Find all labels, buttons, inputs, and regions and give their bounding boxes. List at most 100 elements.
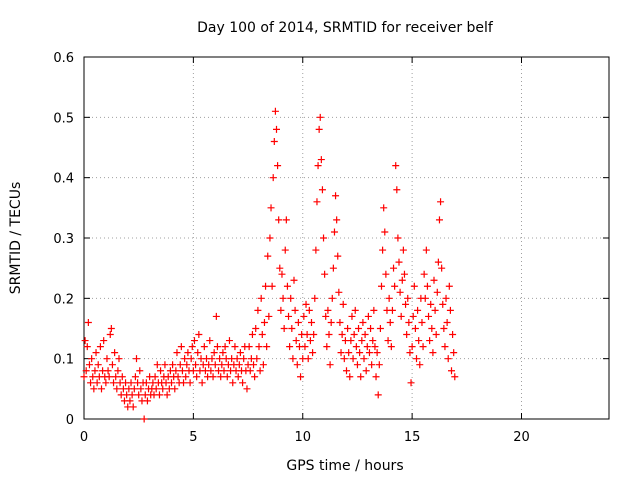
data-point <box>301 343 309 351</box>
data-point <box>152 385 160 393</box>
data-point <box>176 361 184 369</box>
data-point <box>445 282 453 290</box>
y-tick-label: 0 <box>66 413 74 428</box>
data-point <box>236 349 244 357</box>
data-point <box>246 367 254 375</box>
data-point <box>370 306 378 314</box>
data-point <box>335 288 343 296</box>
data-point <box>192 361 200 369</box>
data-point <box>180 379 188 387</box>
data-point <box>386 318 394 326</box>
data-point <box>173 349 181 357</box>
data-point <box>375 361 383 369</box>
data-point <box>112 373 120 381</box>
data-point <box>349 355 357 363</box>
data-point <box>292 337 300 345</box>
data-point <box>420 270 428 278</box>
data-point <box>200 343 208 351</box>
x-tick-label: 5 <box>189 430 197 445</box>
data-point <box>393 186 401 194</box>
data-point <box>302 300 310 308</box>
data-point <box>350 331 358 339</box>
data-point <box>407 379 415 387</box>
data-point <box>177 343 185 351</box>
data-point <box>310 331 318 339</box>
data-point <box>212 312 220 320</box>
data-point <box>369 337 377 345</box>
data-point <box>102 379 110 387</box>
data-point <box>279 294 287 302</box>
data-point <box>360 355 368 363</box>
data-point <box>422 246 430 254</box>
data-point <box>133 355 140 363</box>
data-point <box>140 415 148 423</box>
data-point <box>100 337 108 345</box>
data-point <box>258 331 266 339</box>
data-point <box>198 379 206 387</box>
data-point <box>115 355 123 363</box>
data-point <box>303 331 311 339</box>
data-point <box>108 361 116 369</box>
data-point <box>325 331 333 339</box>
data-point <box>395 258 403 266</box>
y-tick-label: 0.2 <box>53 292 74 307</box>
data-point <box>159 385 167 393</box>
data-point <box>253 355 261 363</box>
data-point <box>449 331 457 339</box>
data-point <box>363 343 371 351</box>
data-point <box>94 361 102 369</box>
data-point <box>89 373 97 381</box>
data-point <box>371 343 379 351</box>
data-point <box>251 373 259 381</box>
data-point <box>252 325 260 332</box>
data-point <box>333 216 341 224</box>
data-point <box>313 198 321 206</box>
data-point <box>344 325 352 332</box>
data-point <box>168 379 175 387</box>
data-point <box>322 312 330 320</box>
data-point <box>278 270 286 278</box>
data-point <box>437 198 445 206</box>
data-point <box>446 306 454 314</box>
data-point <box>255 343 263 351</box>
axes-layer: 0 0.1 0.2 0.3 0.4 0.5 0.6 0 5 10 15 20 <box>53 51 610 445</box>
data-point <box>432 331 440 339</box>
data-point <box>442 294 450 302</box>
data-point <box>406 349 414 357</box>
data-point <box>409 312 417 320</box>
data-point <box>418 318 426 326</box>
data-point <box>311 294 319 302</box>
data-point <box>391 282 399 290</box>
data-point <box>187 355 195 363</box>
data-point <box>195 331 203 339</box>
data-point <box>315 125 323 133</box>
data-point <box>243 385 251 393</box>
data-point <box>444 355 452 363</box>
y-tick-label: 0.4 <box>53 172 74 187</box>
data-point <box>373 349 381 357</box>
data-point <box>181 355 189 363</box>
chart-title: Day 100 of 2014, SRMTID for receiver bel… <box>197 20 494 36</box>
data-point <box>235 361 243 369</box>
data-point <box>364 312 372 320</box>
data-point <box>286 343 294 351</box>
data-point <box>142 379 150 387</box>
data-point <box>384 337 392 345</box>
data-point <box>343 367 350 375</box>
data-point <box>339 300 347 308</box>
data-point <box>365 349 373 357</box>
data-point <box>347 337 355 345</box>
data-point <box>104 367 112 375</box>
data-point <box>368 361 376 369</box>
data-point <box>136 367 144 375</box>
data-point <box>427 300 435 308</box>
data-point <box>378 282 385 290</box>
data-point <box>332 192 340 200</box>
data-point <box>414 306 422 314</box>
data-point <box>282 216 290 224</box>
data-point <box>260 318 268 326</box>
data-point <box>318 186 326 194</box>
data-point <box>421 294 429 302</box>
data-point <box>324 306 332 314</box>
data-point <box>404 294 412 302</box>
